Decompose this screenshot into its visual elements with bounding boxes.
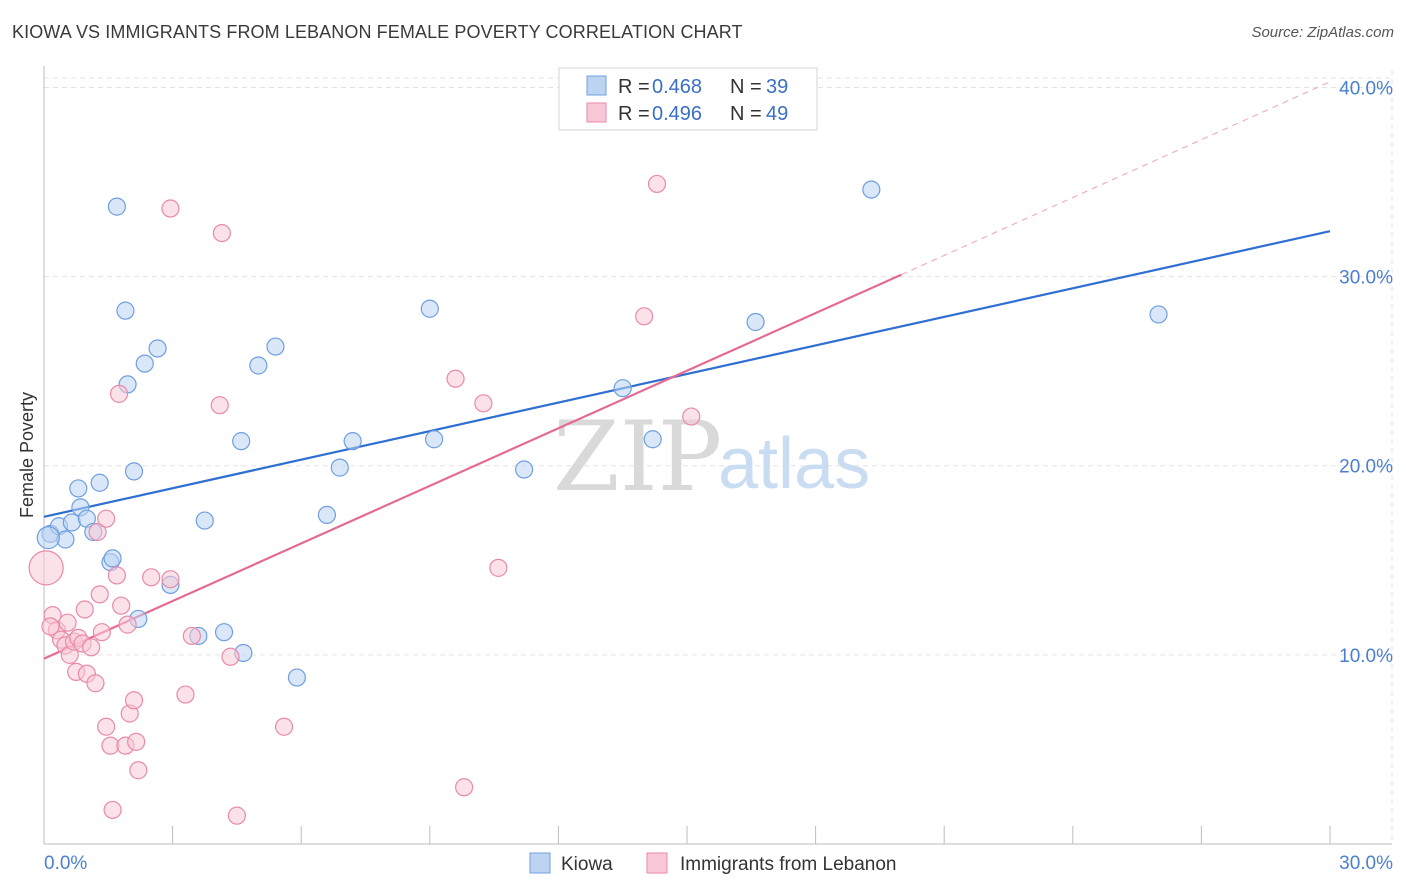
kiowa-point (420, 299, 439, 318)
kiowa-point (232, 432, 251, 451)
lebanon-point (103, 800, 122, 820)
lebanon-point (474, 394, 493, 413)
kiowa-point (69, 479, 88, 498)
lebanon-point (182, 626, 201, 646)
kiowa-point (746, 312, 765, 332)
y-tick-label: 10.0% (1339, 646, 1393, 667)
lebanon-point (58, 613, 77, 632)
kiowa-point (107, 197, 126, 216)
lebanon-point (142, 568, 161, 587)
lebanon-point (127, 732, 146, 751)
y-tick-label: 30.0% (1339, 268, 1393, 289)
chart-source: Source: ZipAtlas.com (1251, 24, 1394, 41)
legend-n-label-lebanon: N = (730, 103, 762, 125)
kiowa-point (613, 379, 632, 398)
lebanon-point (682, 407, 701, 426)
kiowa-point (1149, 305, 1168, 324)
legend-swatch-kiowa (586, 75, 607, 96)
kiowa-point (424, 430, 444, 449)
grid-lines (44, 70, 1393, 844)
lebanon-point (86, 674, 105, 693)
kiowa-point (103, 549, 122, 568)
x-tick-label: 0.0% (44, 853, 87, 874)
kiowa-point (90, 473, 109, 492)
bottom-legend-swatch-lebanon (646, 852, 668, 874)
legend-n-value-kiowa: 39 (766, 76, 788, 98)
lebanon-point (124, 691, 144, 710)
series-legend: Kiowa Immigrants from Lebanon (529, 852, 897, 875)
trend-lines (43, 81, 1331, 660)
kiowa-point (317, 505, 337, 525)
kiowa-point (343, 432, 362, 451)
lebanon-point (635, 307, 654, 326)
lebanon-point (41, 617, 60, 636)
lebanon-point (82, 638, 101, 657)
lebanon-trend-extension (901, 81, 1331, 276)
y-tick-label: 40.0% (1339, 78, 1393, 99)
kiowa-point (266, 337, 285, 356)
correlation-legend: R = 0.468 N = 39 R = 0.496 N = 49 (558, 67, 818, 131)
y-axis-title: Female Poverty (17, 392, 37, 518)
lebanon-point (489, 558, 508, 577)
lebanon-point (107, 566, 126, 585)
kiowa-point (62, 513, 81, 532)
watermark: ZIP atlas (553, 401, 870, 513)
watermark-atlas: atlas (718, 424, 870, 504)
legend-r-value-lebanon: 0.496 (652, 103, 702, 125)
kiowa-point (116, 301, 135, 320)
lebanon-point (28, 550, 64, 586)
lebanon-point (90, 585, 109, 604)
lebanon-point (129, 761, 148, 780)
lebanon-point (88, 522, 107, 542)
chart-title: KIOWA VS IMMIGRANTS FROM LEBANON FEMALE … (12, 22, 743, 42)
legend-r-value-kiowa: 0.468 (652, 76, 702, 98)
lebanon-trend-line (43, 273, 902, 660)
lebanon-point (161, 199, 180, 218)
lebanon-point (92, 623, 111, 642)
bottom-legend-label-kiowa: Kiowa (561, 854, 613, 875)
lebanon-point (176, 685, 195, 704)
lebanon-point (446, 369, 465, 388)
lebanon-point (109, 384, 129, 403)
kiowa-point (148, 339, 167, 358)
lebanon-point (75, 600, 94, 619)
lebanon-point (454, 778, 474, 797)
kiowa-point (124, 462, 144, 481)
lebanon-point (221, 647, 240, 666)
legend-n-label-kiowa: N = (730, 76, 762, 98)
bottom-legend-swatch-kiowa (529, 852, 551, 874)
lebanon-point (274, 717, 294, 736)
bottom-legend-label-lebanon: Immigrants from Lebanon (680, 854, 897, 875)
kiowa-point (287, 668, 307, 687)
lebanon-point (97, 717, 116, 736)
kiowa-point (249, 356, 268, 375)
kiowa-trend-line (43, 230, 1331, 518)
legend-swatch-lebanon (586, 102, 607, 123)
lebanon-point (210, 396, 229, 415)
kiowa-point (195, 511, 214, 530)
kiowa-point (214, 623, 234, 642)
tick-labels: 10.0% 20.0% 30.0% 40.0% 0.0% 30.0% (44, 78, 1393, 874)
legend-r-label-kiowa: R = (618, 76, 650, 98)
lebanon-point (118, 615, 137, 634)
lebanon-point (161, 570, 180, 589)
data-points (28, 174, 1168, 825)
legend-r-label-lebanon: R = (618, 103, 650, 125)
lebanon-point (647, 174, 667, 194)
kiowa-point (862, 180, 881, 199)
kiowa-point (36, 525, 60, 550)
lebanon-point (112, 596, 131, 615)
kiowa-point (643, 430, 662, 449)
lebanon-point (212, 223, 231, 243)
kiowa-point (330, 458, 349, 477)
lebanon-point (97, 509, 116, 528)
legend-n-value-lebanon: 49 (766, 103, 788, 125)
kiowa-point (135, 354, 154, 373)
x-tick-label: 30.0% (1339, 853, 1393, 874)
y-tick-label: 20.0% (1339, 457, 1393, 478)
lebanon-point (227, 806, 246, 825)
axes (43, 66, 1392, 845)
kiowa-point (515, 460, 534, 479)
